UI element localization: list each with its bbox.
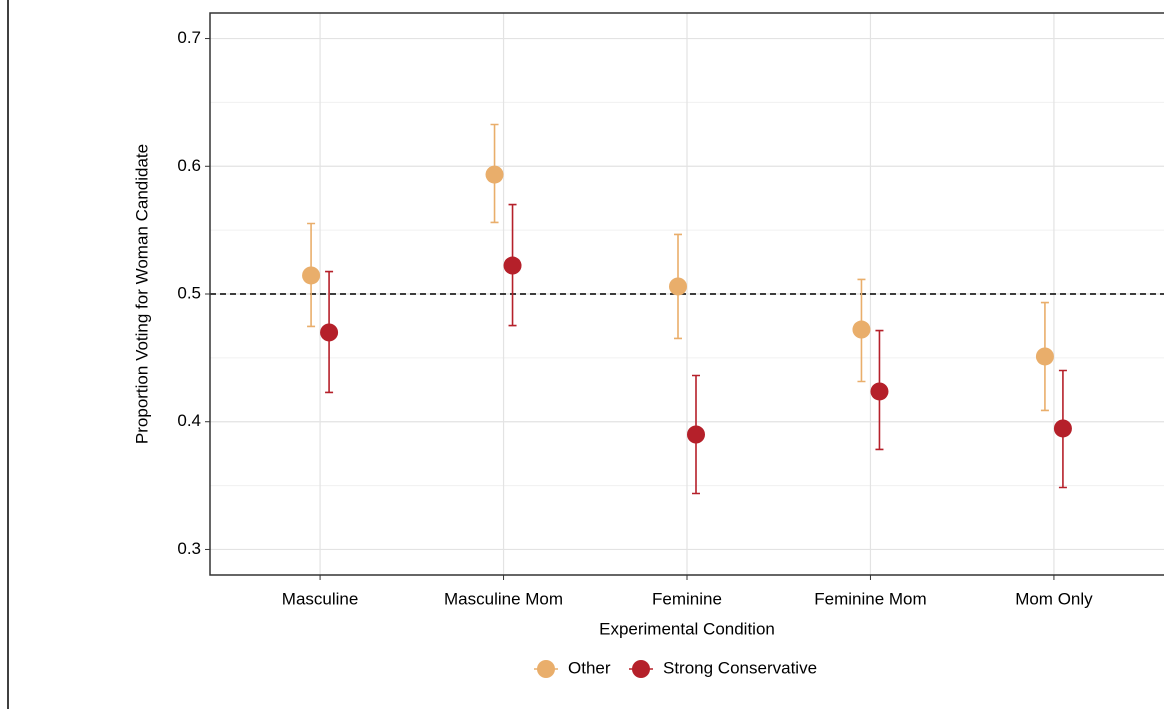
x-tick-label: Masculine: [282, 589, 359, 608]
panel-border: [209, 12, 1164, 576]
point: [503, 256, 522, 275]
y-tick-label: 0.7: [177, 28, 201, 47]
y-tick-label: 0.3: [177, 539, 201, 558]
point: [1035, 347, 1054, 366]
point: [687, 425, 705, 444]
point: [870, 382, 889, 401]
y-axis-title: Proportion Voting for Woman Candidate: [132, 144, 151, 444]
x-tick-label: Feminine: [652, 589, 722, 608]
point: [852, 320, 871, 339]
legend-key: [632, 660, 650, 678]
point: [1053, 419, 1072, 438]
point: [669, 277, 687, 296]
x-tick-label: Feminine Mom: [814, 589, 926, 608]
x-axis-title: Experimental Condition: [599, 619, 775, 638]
point: [302, 266, 321, 285]
legend-label: Other: [568, 658, 611, 677]
y-tick-label: 0.4: [177, 411, 201, 430]
legend-key: [537, 660, 555, 678]
x-tick-label: Masculine Mom: [444, 589, 563, 608]
x-tick-label: Mom Only: [1015, 589, 1093, 608]
legend-label: Strong Conservative: [663, 658, 817, 677]
y-tick-label: 0.5: [177, 283, 201, 302]
point: [485, 165, 504, 184]
y-tick-label: 0.6: [177, 156, 201, 175]
point: [320, 323, 339, 342]
